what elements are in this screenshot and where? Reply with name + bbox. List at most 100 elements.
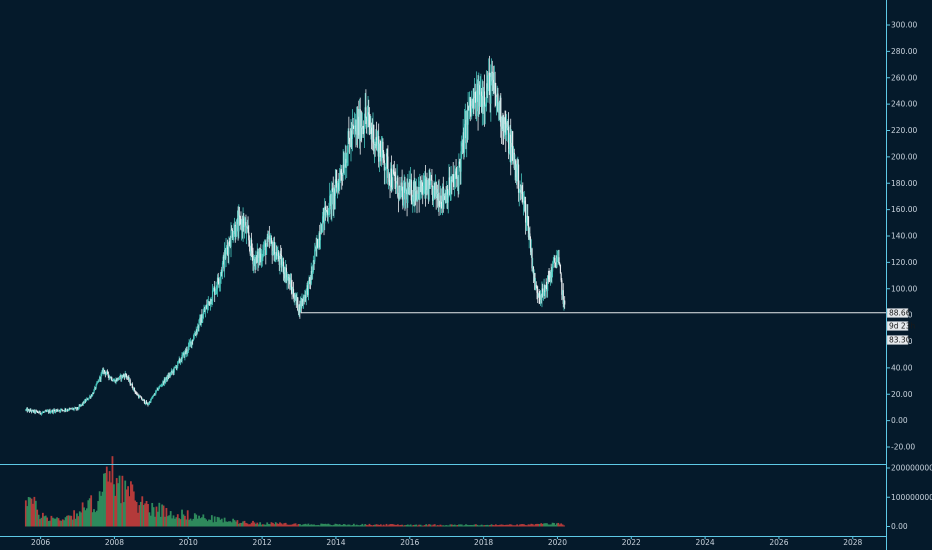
candle [423,175,425,194]
price-tick-label: 160.00 [891,205,917,214]
volume-bar [547,524,550,527]
candle [192,334,194,342]
volume-bar [504,524,507,527]
candle [458,153,460,195]
candle [285,259,287,284]
volume-bar [413,524,416,527]
candle [438,179,440,216]
volume-bar [350,525,352,527]
candle [222,254,224,265]
volume-bar [348,524,351,527]
candle [221,266,223,277]
candle [254,257,256,274]
time-tick-label: 2010 [179,538,198,547]
volume-bar [120,503,122,527]
volume-bar [112,484,115,527]
candle [527,216,530,240]
candle [255,250,257,270]
candle [272,241,274,256]
candle [343,151,345,174]
volume-bar [429,524,432,527]
volume-bar [54,518,57,527]
candle [321,224,323,233]
candle [346,152,348,179]
volume-bar [66,515,68,527]
candle [307,280,309,301]
candle [251,232,253,258]
volume-bar [239,522,242,527]
volume-bar [456,524,459,527]
volume-bar [294,523,297,527]
volume-bar [94,512,97,527]
candle [484,104,486,125]
volume-bar [304,523,307,527]
volume-bar [520,524,523,527]
candle [500,116,503,145]
volume-bar [452,524,455,527]
volume-bar [57,518,60,527]
volume-bar [310,524,313,527]
candle [339,168,341,191]
volume-bar [425,524,428,527]
candle [218,278,220,288]
volume-bar [404,525,406,527]
volume-bar [361,523,364,527]
countdown-label: 9d 23h [886,321,915,331]
candle [520,184,522,201]
candle [260,244,262,266]
candle [525,216,527,231]
candle [206,299,208,310]
candle [306,282,308,295]
candle [390,162,392,192]
candle [539,291,541,304]
volume-bar [76,513,78,527]
candle [441,183,444,216]
candle [245,214,247,234]
candle [105,372,107,375]
volume-bar [148,512,151,527]
candle [446,185,449,210]
volume-bar [73,510,76,527]
candle [121,374,123,382]
volume-bar [378,524,381,527]
volume-bar [510,524,513,527]
candle [493,65,495,94]
candle [248,235,251,252]
candle [551,266,553,284]
volume-bar [88,498,91,527]
candle [252,247,254,271]
candle [499,95,501,123]
candle [239,215,241,225]
candle [103,368,105,376]
candle [395,183,398,194]
candle [92,392,94,395]
candle [144,402,146,405]
volume-bar [183,515,186,527]
candle [230,222,232,258]
candle [216,274,219,297]
candle [434,174,437,199]
candle [301,293,303,309]
candle [554,255,556,268]
volume-bar [273,524,276,527]
candle [324,198,326,231]
volume-bar [398,525,401,527]
candle [480,73,482,107]
volume-bar [475,524,477,527]
volume-bar [67,515,70,527]
candle [104,370,106,374]
volume-bar [331,525,334,527]
candle [481,79,483,126]
candle [52,409,54,414]
candle [348,137,351,154]
candle [527,204,529,226]
candle [313,259,315,271]
candle [232,231,234,243]
volume-bar [175,517,178,527]
time-tick-label: 2026 [769,538,788,547]
candle [490,58,493,86]
volume-bar [460,524,463,527]
volume-bar [83,507,85,527]
volume-bar [327,523,330,527]
candle [68,407,70,412]
